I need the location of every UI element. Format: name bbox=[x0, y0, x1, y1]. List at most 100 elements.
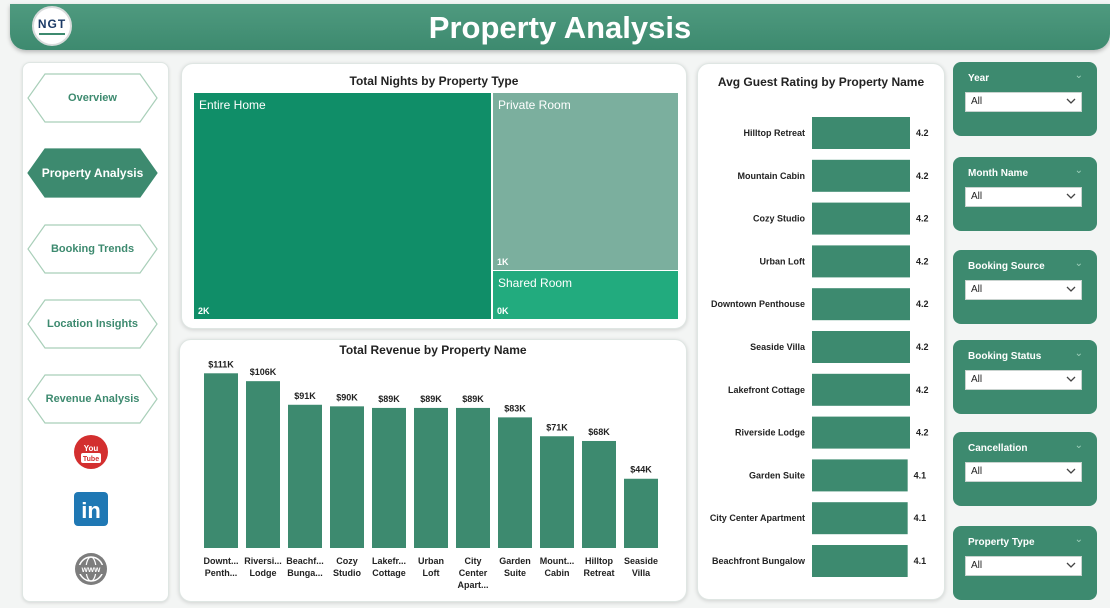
revenue-category-label: Studio bbox=[333, 568, 361, 578]
revenue-category-label: Penth... bbox=[205, 568, 238, 578]
revenue-category-label: Center bbox=[459, 568, 488, 578]
revenue-bar[interactable] bbox=[414, 407, 448, 548]
revenue-data-label: $89K bbox=[462, 394, 484, 404]
slicer-label: Booking Source bbox=[968, 261, 1045, 272]
rating-bar[interactable] bbox=[812, 373, 910, 406]
slicer-label: Property Type bbox=[968, 537, 1035, 548]
rating-bar[interactable] bbox=[812, 202, 910, 235]
slicer-label: Booking Status bbox=[968, 351, 1042, 362]
revenue-category-label: Hilltop bbox=[585, 556, 613, 566]
slicer-label: Month Name bbox=[968, 168, 1028, 179]
nav-booking-trends-button[interactable]: Booking Trends bbox=[27, 224, 158, 274]
revenue-bar[interactable] bbox=[540, 436, 574, 548]
web-icon[interactable]: www bbox=[73, 551, 109, 587]
cancellation-dropdown[interactable]: All bbox=[965, 462, 1082, 482]
booking-status-dropdown[interactable]: All bbox=[965, 370, 1082, 390]
rating-data-label: 4.2 bbox=[916, 385, 929, 395]
rating-bar[interactable] bbox=[812, 459, 908, 492]
nav-location-insights-button[interactable]: Location Insights bbox=[27, 299, 158, 349]
revenue-category-label: Villa bbox=[632, 568, 651, 578]
slicer-year: Year ⌄ All bbox=[953, 62, 1097, 136]
rating-chart-card: Avg Guest Rating by Property Name Hillto… bbox=[697, 63, 945, 600]
youtube-icon[interactable]: You Tube bbox=[73, 434, 109, 470]
rating-category-label: City Center Apartment bbox=[710, 513, 805, 523]
treemap-tile-label: Entire Home bbox=[199, 98, 266, 112]
linkedin-icon[interactable]: in bbox=[73, 491, 109, 527]
slicer-booking-status: Booking Status ⌄ All bbox=[953, 340, 1097, 414]
rating-data-label: 4.2 bbox=[916, 214, 929, 224]
rating-category-label: Mountain Cabin bbox=[738, 171, 806, 181]
rating-bar[interactable] bbox=[812, 331, 910, 363]
dropdown-value: All bbox=[971, 374, 983, 385]
rating-category-label: Downtown Penthouse bbox=[711, 299, 805, 309]
dropdown-value: All bbox=[971, 284, 983, 295]
revenue-bar[interactable] bbox=[330, 406, 364, 548]
rating-category-label: Lakefront Cottage bbox=[728, 385, 805, 395]
slicer-cancellation: Cancellation ⌄ All bbox=[953, 432, 1097, 506]
revenue-category-label: Mount... bbox=[540, 556, 575, 566]
treemap-tile-private-room[interactable]: Private Room 1K bbox=[493, 93, 678, 270]
revenue-bar[interactable] bbox=[204, 373, 238, 548]
filter-panel: Year ⌄ All Month Name ⌄ All Booking Sour… bbox=[953, 62, 1097, 608]
revenue-bar[interactable] bbox=[624, 478, 658, 548]
nav-property-analysis-button[interactable]: Property Analysis bbox=[27, 148, 158, 198]
rating-bar[interactable] bbox=[812, 159, 910, 192]
chevron-down-icon[interactable]: ⌄ bbox=[1074, 258, 1083, 269]
treemap-tile-label: Private Room bbox=[498, 98, 571, 112]
revenue-category-label: Lakefr... bbox=[372, 556, 406, 566]
rating-bar[interactable] bbox=[812, 245, 910, 278]
treemap-tile-entire-home[interactable]: Entire Home 2K bbox=[194, 93, 491, 319]
revenue-bar[interactable] bbox=[288, 404, 322, 548]
dropdown-value: All bbox=[971, 466, 983, 477]
nav-label: Location Insights bbox=[46, 318, 139, 330]
nav-revenue-analysis-button[interactable]: Revenue Analysis bbox=[27, 374, 158, 424]
revenue-data-label: $89K bbox=[420, 394, 442, 404]
month-name-dropdown[interactable]: All bbox=[965, 187, 1082, 207]
rating-bar[interactable] bbox=[812, 288, 910, 321]
chevron-down-icon[interactable]: ⌄ bbox=[1074, 534, 1083, 545]
nav-label: Property Analysis bbox=[41, 166, 144, 180]
chevron-down-icon[interactable]: ⌄ bbox=[1074, 348, 1083, 359]
rating-data-label: 4.1 bbox=[914, 513, 927, 523]
rating-data-label: 4.2 bbox=[916, 171, 929, 181]
slicer-booking-source: Booking Source ⌄ All bbox=[953, 250, 1097, 324]
nav-overview-button[interactable]: Overview bbox=[27, 73, 158, 123]
header-bar: NGT Property Analysis bbox=[10, 4, 1110, 50]
chevron-down-icon bbox=[1066, 98, 1076, 104]
revenue-bar[interactable] bbox=[372, 407, 406, 548]
chevron-down-icon[interactable]: ⌄ bbox=[1074, 440, 1083, 451]
revenue-category-label: Lodge bbox=[250, 568, 277, 578]
treemap-tile-shared-room[interactable]: Shared Room 0K bbox=[493, 271, 678, 319]
revenue-data-label: $68K bbox=[588, 427, 610, 437]
web-text: www bbox=[81, 565, 101, 574]
nav-button-shape bbox=[27, 224, 158, 274]
chevron-down-icon bbox=[1066, 562, 1076, 568]
revenue-bar-chart: $111K Downt... Penth... $106K Riversi... Lodg… bbox=[204, 359, 659, 590]
rating-data-label: 4.2 bbox=[916, 299, 929, 309]
revenue-category-label: Cottage bbox=[372, 568, 406, 578]
logo-text: NGT bbox=[37, 17, 67, 31]
chevron-down-icon[interactable]: ⌄ bbox=[1074, 70, 1083, 81]
treemap-tile-label: Shared Room bbox=[498, 276, 573, 290]
revenue-bar[interactable] bbox=[582, 440, 616, 548]
revenue-bar[interactable] bbox=[456, 407, 490, 548]
revenue-category-label: Downt... bbox=[204, 556, 239, 566]
revenue-category-label: Cozy bbox=[336, 556, 358, 566]
booking-source-dropdown[interactable]: All bbox=[965, 280, 1082, 300]
treemap-tile-value: 1K bbox=[497, 257, 509, 267]
property-type-dropdown[interactable]: All bbox=[965, 556, 1082, 576]
nav-label: Booking Trends bbox=[50, 243, 135, 255]
company-logo: NGT bbox=[32, 6, 72, 46]
rating-bar[interactable] bbox=[812, 545, 908, 577]
year-dropdown[interactable]: All bbox=[965, 92, 1082, 112]
chevron-down-icon[interactable]: ⌄ bbox=[1074, 165, 1083, 176]
rating-bar[interactable] bbox=[812, 117, 910, 149]
logo-underline bbox=[39, 33, 65, 35]
nav-button-shape bbox=[27, 148, 158, 198]
revenue-bar[interactable] bbox=[498, 417, 532, 548]
revenue-bar[interactable] bbox=[246, 381, 280, 548]
rating-bar[interactable] bbox=[812, 502, 908, 535]
rating-bar[interactable] bbox=[812, 416, 910, 449]
rating-category-label: Beachfront Bungalow bbox=[712, 556, 806, 566]
slicer-month-name: Month Name ⌄ All bbox=[953, 157, 1097, 231]
